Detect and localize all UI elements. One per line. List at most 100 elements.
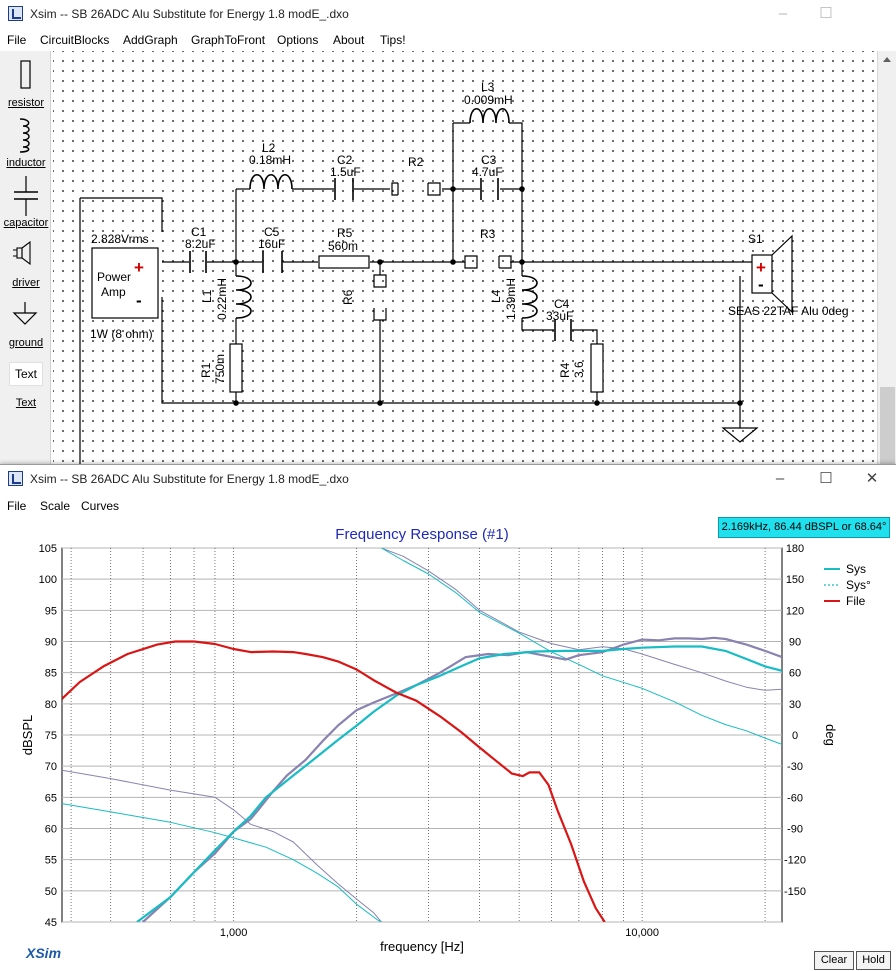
- schematic-canvas[interactable]: 2.828Vrms Power Amp + - 1W (8 ohm) C1 8.…: [53, 51, 876, 464]
- x-tick-label: 10,000: [625, 927, 659, 939]
- resistor-r6-open[interactable]: R6: [341, 274, 387, 321]
- frequency-response-chart[interactable]: 45 50 55 60 65 70 75 80 85 90 95 100 105 -150 -120 -90 -…: [0, 465, 896, 971]
- maximize-button[interactable]: ☐: [803, 465, 849, 493]
- menu-options[interactable]: Options: [277, 33, 319, 47]
- ground-symbol[interactable]: [721, 427, 759, 443]
- resistor-r4[interactable]: R4 3.6: [558, 343, 604, 393]
- window-title: Xsim -- SB 26ADC Alu Substitute for Ener…: [30, 7, 349, 21]
- capacitor-c5[interactable]: C5 16uF: [258, 225, 285, 273]
- menu-addgraph[interactable]: AddGraph: [123, 33, 178, 47]
- menu-scale[interactable]: Scale: [40, 499, 71, 513]
- y2-tick-label: 60: [789, 668, 801, 680]
- menu-about[interactable]: About: [333, 33, 365, 47]
- l4-name: L4: [489, 289, 503, 303]
- y-tick-label: 100: [39, 574, 57, 586]
- series-line-sys-: [62, 548, 782, 922]
- r6-name: R6: [341, 289, 355, 305]
- y-tick-label: 50: [45, 886, 57, 898]
- resistor-r2-open[interactable]: R2: [391, 155, 441, 196]
- schematic-drawing: 2.828Vrms Power Amp + - 1W (8 ohm) C1 8.…: [79, 80, 849, 464]
- source-voltage: 2.828Vrms: [91, 232, 149, 246]
- menu-file[interactable]: File: [7, 33, 27, 47]
- capacitor-c2[interactable]: C2 1.5uF: [330, 153, 361, 200]
- menu-curves[interactable]: Curves: [81, 499, 120, 513]
- speaker-plus-icon: +: [756, 258, 766, 277]
- window-title: Xsim -- SB 26ADC Alu Substitute for Ener…: [30, 472, 349, 486]
- c2-value: 1.5uF: [330, 165, 361, 179]
- menu-graphtofront[interactable]: GraphToFront: [191, 33, 266, 47]
- menu-bar: File Scale Curves: [0, 496, 896, 516]
- c3-value: 4.7uF: [472, 165, 503, 179]
- hold-button[interactable]: Hold: [856, 951, 891, 970]
- y-axis-label: dBSPL: [20, 715, 35, 755]
- wire: [161, 297, 740, 404]
- clear-button[interactable]: Clear: [814, 951, 854, 970]
- ground-icon: [12, 302, 38, 325]
- power-amp-source[interactable]: 2.828Vrms Power Amp + - 1W (8 ohm): [90, 232, 159, 341]
- resistor-r5[interactable]: R5 560m: [318, 226, 370, 269]
- l1-value: 0.22mH: [215, 278, 229, 320]
- y2-tick-label: -120: [784, 855, 806, 867]
- speaker-driver-icon: [13, 241, 31, 265]
- y-tick-label: 80: [45, 699, 57, 711]
- tool-label-driver: driver: [12, 277, 40, 289]
- maximize-button[interactable]: ☐: [803, 0, 849, 28]
- series-line-gray-phase: [62, 548, 782, 922]
- maximize-icon: ☐: [819, 5, 833, 22]
- menu-file[interactable]: File: [7, 499, 27, 513]
- inductor-icon: [19, 118, 30, 153]
- xsim-app-icon: [8, 6, 23, 21]
- r3-name: R3: [480, 227, 496, 241]
- source-label-line1: Power: [97, 270, 131, 284]
- frequency-response-window: Xsim -- SB 26ADC Alu Substitute for Ener…: [0, 464, 896, 971]
- l2-name: L2: [262, 141, 276, 155]
- y-tick-label: 45: [45, 917, 57, 929]
- c5-name: C5: [264, 225, 280, 239]
- tool-label-inductor: inductor: [6, 157, 46, 169]
- c5-value: 16uF: [258, 237, 285, 251]
- wire: [80, 197, 163, 232]
- tool-label-resistor: resistor: [7, 97, 45, 109]
- vertical-scrollbar[interactable]: [877, 51, 896, 464]
- inductor-l4[interactable]: L4 1.39mH: [489, 275, 538, 320]
- title-bar: Xsim -- SB 26ADC Alu Substitute for Ener…: [0, 465, 896, 493]
- menu-tips[interactable]: Tips!: [380, 33, 406, 47]
- capacitor-c3[interactable]: C3 4.7uF: [472, 153, 503, 200]
- wire: [509, 122, 523, 262]
- source-power: 1W (8 ohm): [90, 327, 153, 341]
- c1-name: C1: [191, 225, 207, 239]
- scrollbar-thumb[interactable]: [880, 387, 895, 464]
- xsim-app-icon: [8, 471, 23, 486]
- speaker-s1[interactable]: S1 + - SEAS 22TAF Alu 0deg: [728, 232, 849, 318]
- wires: [79, 122, 752, 464]
- xsim-logo: XSim: [26, 945, 62, 961]
- minimize-button[interactable]: –: [757, 465, 803, 493]
- scroll-up-icon[interactable]: [883, 57, 891, 62]
- l3-value: 0.009mH: [464, 93, 513, 107]
- y-tick-label: 55: [45, 855, 57, 867]
- resistor-r3-open[interactable]: R3: [464, 227, 512, 269]
- capacitor-c1[interactable]: C1 8.2uF: [185, 225, 216, 273]
- wire: [572, 329, 598, 344]
- inductor-l1[interactable]: L1 0.22mH: [200, 275, 252, 320]
- maximize-icon: ☐: [819, 470, 833, 487]
- y2-tick-label: 0: [792, 730, 798, 742]
- resistor-r1[interactable]: R1 750m: [199, 343, 243, 393]
- inductor-l2[interactable]: L2 0.18mH: [249, 141, 293, 190]
- inductor-l3[interactable]: L3 0.009mH: [464, 80, 513, 124]
- s1-label: SEAS 22TAF Alu 0deg: [728, 304, 849, 318]
- series-line-gray-spl: [142, 636, 782, 922]
- minus-icon: -: [136, 291, 142, 310]
- capacitor-c4[interactable]: C4 33uF: [546, 297, 573, 341]
- r1-value: 750m: [213, 354, 227, 384]
- y2-tick-label: -90: [787, 824, 803, 836]
- minimize-button[interactable]: –: [760, 0, 806, 28]
- close-button[interactable]: ✕: [849, 465, 895, 493]
- l3-name: L3: [481, 80, 495, 94]
- y2-tick-label: -30: [787, 761, 803, 773]
- menu-circuitblocks[interactable]: CircuitBlocks: [40, 33, 110, 47]
- y2-tick-label: 30: [789, 699, 801, 711]
- tool-label-text: Text: [15, 397, 37, 409]
- chart-title: Frequency Response (#1): [335, 526, 508, 543]
- l4-value: 1.39mH: [504, 278, 518, 320]
